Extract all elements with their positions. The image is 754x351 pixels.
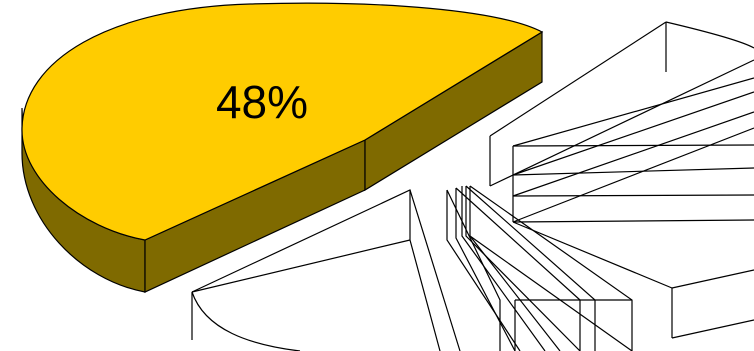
pie-slice-edge bbox=[665, 21, 754, 49]
pie-slice-lower-left bbox=[191, 189, 461, 351]
pie-slice-edge bbox=[446, 189, 501, 351]
pie-slice-right bbox=[489, 21, 754, 339]
pie-slice-edge bbox=[512, 194, 754, 197]
pie-slice-edge bbox=[512, 144, 754, 147]
pie-slice-top bbox=[21, 2, 544, 241]
pie-slice-highlighted: 48% bbox=[21, 2, 544, 293]
pie-slice-edge bbox=[671, 319, 754, 339]
pie-slice-edge bbox=[512, 219, 754, 223]
pie-slice-edge bbox=[512, 111, 754, 197]
pie-slice-edge bbox=[461, 186, 546, 351]
pie-slice-edge bbox=[671, 269, 754, 289]
pie-slice-edge bbox=[469, 235, 633, 351]
pie-slice-edge bbox=[455, 188, 516, 351]
pie-slice-edge bbox=[489, 59, 754, 187]
pie-slice-edge bbox=[512, 127, 754, 223]
pie-slice-inner-edge bbox=[191, 239, 411, 293]
pie-slice-middle-b bbox=[465, 185, 633, 351]
pie-slice-edge bbox=[512, 167, 754, 176]
pie-slice-edge bbox=[512, 91, 754, 176]
pie-slice-edge bbox=[455, 187, 581, 301]
pie-slice-data-label: 48% bbox=[216, 76, 308, 128]
pie-slice-outer-edge bbox=[191, 291, 301, 351]
pie-slice-edge bbox=[489, 21, 667, 137]
pie-slice-edge bbox=[512, 77, 754, 147]
pie-slice-edge bbox=[465, 186, 581, 351]
pie-slice-edge bbox=[512, 221, 673, 289]
pie-slice-middle-a bbox=[446, 186, 581, 351]
